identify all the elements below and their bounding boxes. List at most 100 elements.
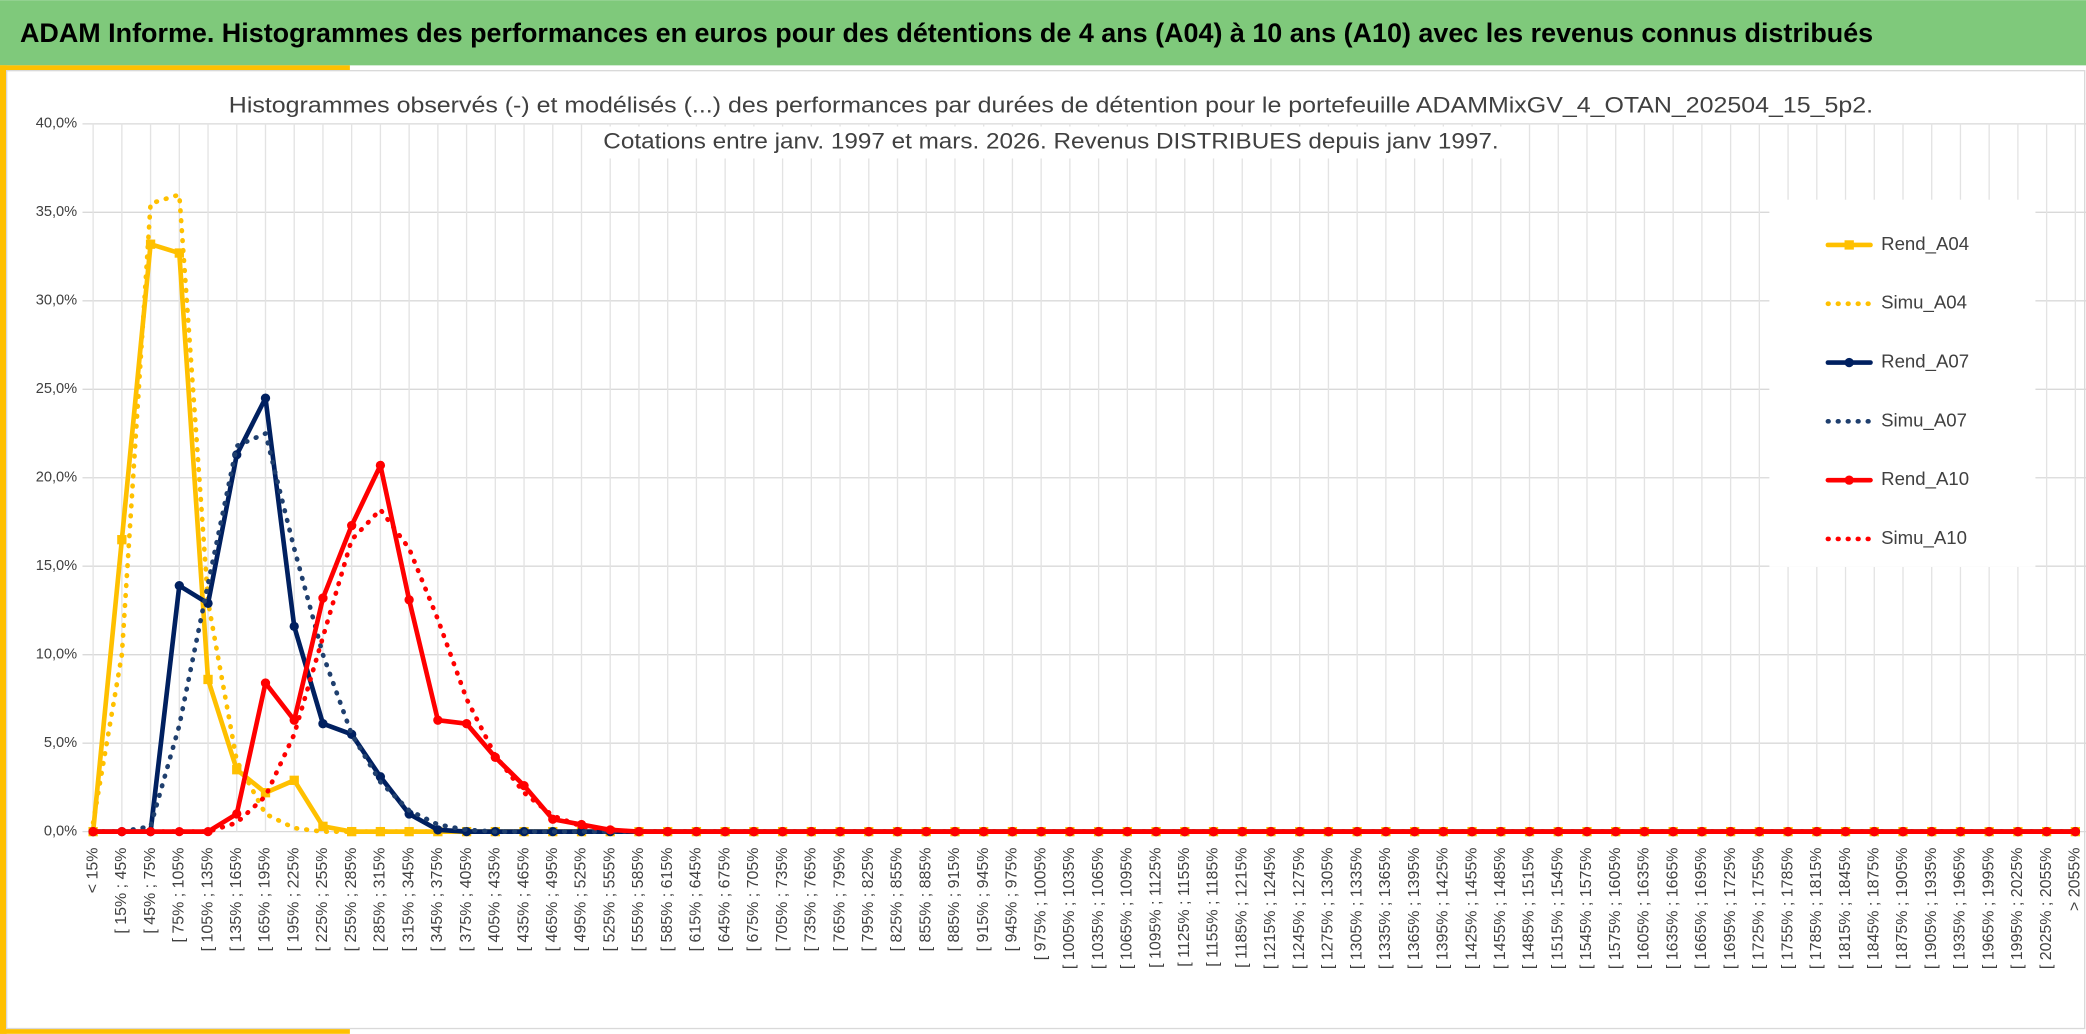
accent <box>0 65 7 1034</box>
x-tick-label: [ 1725% ; 1755% <box>1751 848 1768 970</box>
x-tick-label: [ 1695% ; 1725% <box>1722 848 1739 970</box>
x-tick-label: [ 1995% ; 2025% <box>2009 848 2026 970</box>
marker <box>117 535 127 545</box>
x-tick-label: [ 1575% ; 1605% <box>1607 848 1624 970</box>
x-tick-label: [ 825% ; 855% <box>889 848 906 952</box>
marker <box>347 826 357 837</box>
x-tick-label: [ 1785% ; 1815% <box>1808 848 1825 970</box>
x-tick-label: [ 1095% ; 1125% <box>1147 848 1164 968</box>
x-tick-label: [ 315% ; 345% <box>400 848 417 952</box>
marker <box>145 826 156 837</box>
x-tick-label: [ 1545% ; 1575% <box>1578 848 1595 970</box>
legend-marker <box>1844 475 1854 485</box>
accent <box>0 65 350 71</box>
marker <box>203 674 213 685</box>
x-tick-label: [ 1365% ; 1395% <box>1406 848 1423 970</box>
y-tick-label: 30,0% <box>36 293 77 309</box>
x-tick-label: [ 1275% ; 1305% <box>1320 848 1337 970</box>
marker <box>174 826 184 837</box>
x-tick-label: [ 1395% ; 1425% <box>1435 848 1452 970</box>
marker <box>260 678 271 688</box>
x-tick-label: [ 645% ; 675% <box>716 848 733 952</box>
marker <box>433 715 443 725</box>
x-tick-label: [ 1905% ; 1935% <box>1923 848 1940 970</box>
marker <box>174 581 184 591</box>
x-tick-label: [ 105% ; 135% <box>199 848 216 952</box>
x-tick-label: [ 345% ; 375% <box>429 848 446 952</box>
chart-border <box>5 70 2086 1030</box>
x-tick-label: [ 675% ; 705% <box>745 848 762 952</box>
x-tick-label: [ 1305% ; 1335% <box>1348 848 1365 970</box>
x-tick-label: [ 285% ; 315% <box>372 848 389 952</box>
x-tick-label: [ 1065% ; 1095% <box>1119 848 1136 970</box>
marker <box>1036 826 1046 837</box>
marker <box>433 825 443 835</box>
x-tick-label: [ 1215% ; 1245% <box>1262 848 1279 970</box>
marker <box>289 715 299 725</box>
x-tick-label: [ 1635% ; 1665% <box>1664 848 1681 970</box>
chart-title: Histogrammes observés (-) et modélisés (… <box>229 93 1873 118</box>
x-tick-label: [ 465% ; 495% <box>544 848 561 952</box>
x-tick-label: [ 1665% ; 1695% <box>1693 848 1710 970</box>
marker <box>1093 826 1104 837</box>
marker <box>1065 826 1075 837</box>
legend-box <box>1769 199 2036 567</box>
chart-subtitle: Cotations entre janv. 1997 et mars. 2026… <box>603 128 1498 153</box>
marker <box>1783 826 1793 837</box>
x-tick-label: [ 1035% ; 1065% <box>1090 848 1107 970</box>
marker <box>404 595 414 605</box>
marker <box>634 826 644 837</box>
x-tick-label: [ 1245% ; 1275% <box>1291 848 1308 970</box>
header-title: ADAM Informe. Histogrammes des performan… <box>20 18 1873 48</box>
legend-label: Rend_A04 <box>1881 233 1969 255</box>
header-band <box>0 0 2086 66</box>
marker <box>289 621 299 632</box>
x-tick-label: [ 1755% ; 1785% <box>1779 848 1796 970</box>
marker <box>1984 826 1994 837</box>
marker <box>318 719 328 729</box>
grid: 0,0% 5,0% 10,0% 15,0% 20,0% 25,0% 30,0% 35,0% 40… <box>36 116 2086 969</box>
x-tick-label: [ 15% ; 45% <box>113 848 130 934</box>
x-tick-label: < 15% <box>84 848 101 894</box>
x-tick-label: [ 1005% ; 1035% <box>1061 848 1078 970</box>
marker <box>375 772 386 782</box>
x-tick-label: [ 765% ; 795% <box>831 848 848 952</box>
marker <box>232 765 242 775</box>
marker <box>375 460 386 471</box>
marker <box>2041 826 2052 837</box>
legend-label: Simu_A04 <box>1881 292 1967 314</box>
marker <box>1266 826 1276 837</box>
x-tick-label: [ 1125% ; 1155% <box>1176 848 1193 967</box>
marker <box>318 593 328 603</box>
marker <box>605 825 615 835</box>
x-tick-label: [ 615% ; 645% <box>688 848 705 952</box>
legend-label: Simu_A10 <box>1881 527 1967 549</box>
marker <box>289 775 299 785</box>
marker <box>232 809 242 819</box>
x-tick-label: [ 255% ; 285% <box>343 848 360 952</box>
legend-label: Rend_A07 <box>1881 350 1969 372</box>
x-tick-label: [ 1605% ; 1635% <box>1636 848 1653 970</box>
x-tick-label: [ 135% ; 165% <box>228 848 245 952</box>
marker <box>519 780 529 791</box>
marker <box>203 826 213 837</box>
marker <box>145 239 156 249</box>
legend-label: Simu_A07 <box>1881 409 1967 431</box>
marker <box>375 826 386 837</box>
marker <box>835 826 845 837</box>
marker <box>1582 826 1592 837</box>
x-tick-label: [ 435% ; 465% <box>515 848 532 952</box>
legend-label: Rend_A10 <box>1881 468 1969 490</box>
x-tick-label: [ 75% ; 105% <box>171 848 188 943</box>
legend: Rend_A04 Simu_A04 Rend_A07 Simu_A07 Rend_A10… <box>1769 199 2036 567</box>
x-tick-label: [ 525% ; 555% <box>601 848 618 952</box>
marker <box>1323 826 1334 837</box>
y-tick-label: 40,0% <box>36 116 77 132</box>
x-tick-label: [ 915% ; 945% <box>975 848 992 952</box>
marker <box>1295 826 1305 837</box>
marker <box>347 520 357 531</box>
x-tick-label: [ 1875% ; 1905% <box>1894 848 1911 970</box>
marker <box>1352 826 1362 837</box>
marker <box>864 826 874 837</box>
x-tick-label: [ 1155% ; 1185% <box>1205 848 1222 967</box>
